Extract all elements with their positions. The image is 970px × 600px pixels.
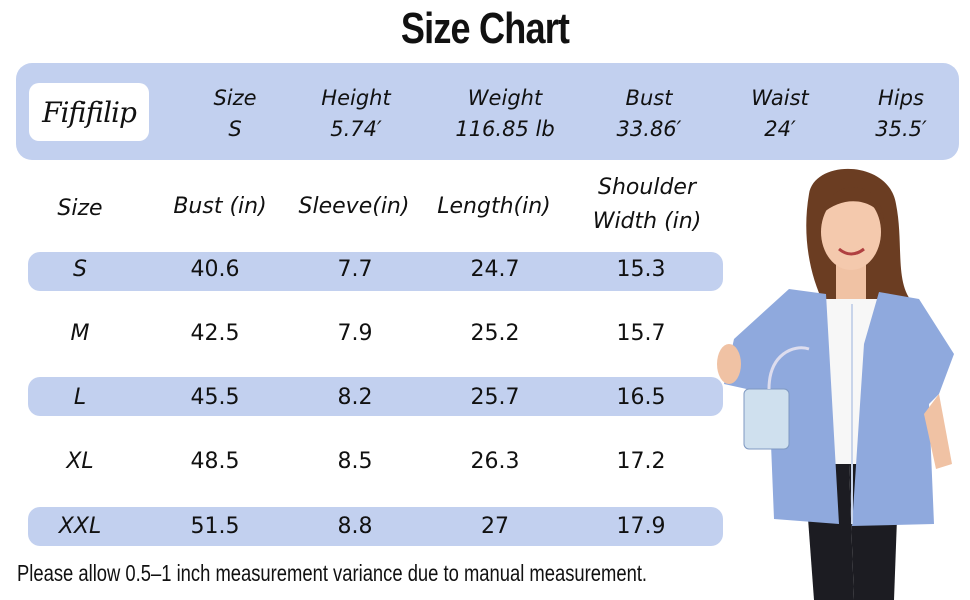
- cell-bust: 45.5: [190, 385, 240, 410]
- header-length: Length(in): [437, 194, 551, 219]
- cell-size: XXL: [58, 514, 102, 539]
- model-size-value: S: [228, 117, 242, 141]
- cell-length: 24.7: [470, 257, 520, 282]
- model-hips: Hips 35.5′: [861, 83, 941, 145]
- model-hips-label: Hips: [878, 86, 924, 110]
- model-size: Size S: [200, 83, 270, 145]
- model-height-label: Height: [321, 86, 391, 110]
- model-hips-value: 35.5′: [875, 117, 927, 141]
- row-band-s: [28, 252, 723, 291]
- cell-shoulder: 15.3: [616, 257, 666, 282]
- model-bust-label: Bust: [625, 86, 673, 110]
- model-waist-value: 24′: [764, 117, 796, 141]
- model-weight: Weight 116.85 lb: [440, 83, 570, 145]
- model-bust-value: 33.86′: [616, 117, 682, 141]
- header-sleeve: Sleeve(in): [298, 194, 410, 219]
- cell-size: L: [73, 385, 87, 410]
- measurement-note: Please allow 0.5–1 inch measurement vari…: [17, 560, 648, 586]
- cell-bust: 40.6: [190, 257, 240, 282]
- cell-sleeve: 7.7: [337, 257, 373, 282]
- cell-bust: 42.5: [190, 321, 240, 346]
- cell-length: 25.2: [470, 321, 520, 346]
- header-size: Size: [57, 196, 103, 221]
- header-width: Width (in): [592, 209, 702, 234]
- model-size-label: Size: [213, 86, 257, 110]
- cell-bust: 48.5: [190, 449, 240, 474]
- cell-length: 25.7: [470, 385, 520, 410]
- cell-sleeve: 7.9: [337, 321, 373, 346]
- cell-shoulder: 15.7: [616, 321, 666, 346]
- model-waist-label: Waist: [751, 86, 809, 110]
- model-height: Height 5.74′: [306, 83, 406, 145]
- row-band-l: [28, 377, 723, 416]
- cell-size: M: [70, 321, 90, 346]
- cell-bust: 51.5: [190, 514, 240, 539]
- cell-length: 26.3: [470, 449, 520, 474]
- page-title: Size Chart: [400, 4, 570, 53]
- cell-sleeve: 8.8: [337, 514, 373, 539]
- cell-shoulder: 17.9: [616, 514, 666, 539]
- brand-logo: Fififilip: [29, 83, 149, 141]
- cell-sleeve: 8.5: [337, 449, 373, 474]
- cell-shoulder: 17.2: [616, 449, 666, 474]
- model-photo: [717, 168, 954, 600]
- header-shoulder: Shoulder: [598, 175, 696, 200]
- cell-sleeve: 8.2: [337, 385, 373, 410]
- model-waist: Waist 24′: [738, 83, 822, 145]
- row-band-xxl: [28, 507, 723, 546]
- cell-size: XL: [66, 449, 94, 474]
- model-weight-value: 116.85 lb: [455, 117, 555, 141]
- cell-shoulder: 16.5: [616, 385, 666, 410]
- model-weight-label: Weight: [467, 86, 543, 110]
- model-info-panel: Fififilip Size S Height 5.74′ Weight 116…: [16, 63, 959, 160]
- cell-size: S: [73, 257, 87, 282]
- header-bust: Bust (in): [173, 194, 267, 219]
- cell-length: 27: [481, 514, 509, 539]
- model-height-value: 5.74′: [330, 117, 382, 141]
- model-bust: Bust 33.86′: [604, 83, 694, 145]
